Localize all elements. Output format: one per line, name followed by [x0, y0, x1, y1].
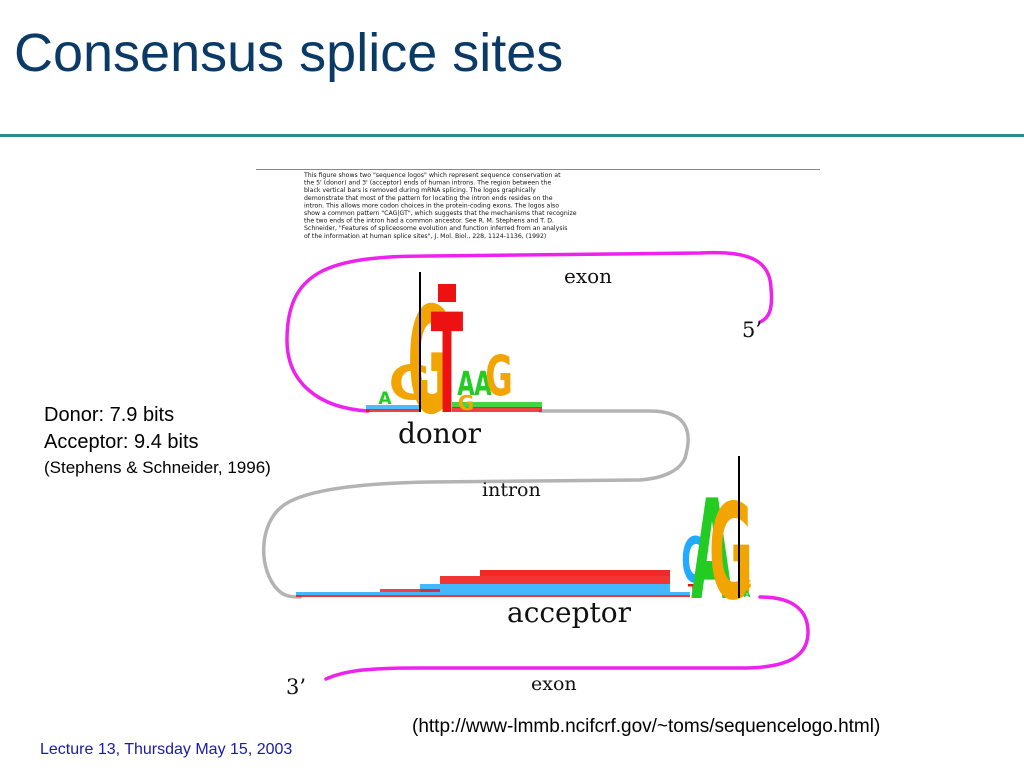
figure-caption: This figure shows two "sequence logos" w…: [303, 172, 577, 240]
logo-letter-g: G: [709, 475, 753, 629]
caption-line: intron. This allows more codon choices i…: [304, 202, 559, 209]
five-prime-label: 5’: [742, 318, 762, 342]
logo-letter-stack: [366, 405, 420, 410]
caption-line: demonstrate that most of the pattern for…: [304, 195, 553, 202]
source-url: (http://www-lmmb.ncifcrf.gov/~toms/seque…: [412, 716, 881, 737]
citation-text: (Stephens & Schneider, 1996): [44, 458, 271, 477]
three-prime-label: 3’: [286, 675, 306, 699]
donor-sequence-logo: A G G T A A G G: [366, 272, 542, 448]
logo-letter-stack: [420, 584, 670, 592]
logo-letter-a: A: [378, 389, 392, 409]
information-content-summary: Donor: 7.9 bits Acceptor: 9.4 bits (Step…: [44, 402, 271, 480]
slide-footer: Lecture 13, Thursday May 15, 2003: [40, 741, 293, 758]
caption-line: the 5' (donor) and 3' (acceptor) ends of…: [304, 180, 551, 187]
logo-letter-stack: [296, 592, 690, 595]
logo-letter-t: T: [431, 285, 463, 445]
donor-bits-text: Donor: 7.9 bits: [44, 404, 175, 426]
figure-labels: exon 5’ donor intron acceptor 3’ exon: [286, 264, 762, 699]
title-divider: [0, 134, 1024, 137]
donor-logo-baseline-letters: [366, 402, 542, 412]
logo-letter-g: G: [389, 356, 432, 411]
exon-strand-top: [285, 250, 774, 413]
acceptor-sequence-logo: T C A G G A: [296, 456, 753, 631]
caption-line: This figure shows two "sequence logos" w…: [303, 172, 561, 179]
logo-letter-t: T: [688, 581, 701, 602]
caption-line: show a common pattern "CAG|GT", which su…: [304, 210, 577, 217]
logo-letter-stack: [452, 407, 542, 412]
logo-letter-t-top: [438, 284, 456, 302]
logo-letter-stack: [452, 402, 542, 408]
logo-letter-stack: [366, 409, 420, 412]
logo-letter-a: A: [474, 365, 492, 404]
logo-letter-c: C: [681, 524, 705, 597]
caption-line: of the information at human splice sites…: [304, 233, 546, 240]
logo-letter-stack: [380, 589, 440, 592]
logo-letter-g: G: [485, 344, 513, 408]
logo-letter-stack: [440, 576, 670, 584]
logo-letter-g: G: [458, 391, 474, 415]
acceptor-bits-text: Acceptor: 9.4 bits: [44, 431, 199, 453]
logo-letter-a: A: [744, 590, 751, 600]
logo-letter-stack: [480, 570, 670, 576]
exon-strand-bottom: [324, 595, 810, 681]
logo-letter-a: A: [691, 470, 733, 631]
donor-label: donor: [398, 417, 482, 450]
caption-line: black vertical bars is removed during mR…: [304, 187, 536, 194]
logo-letter-g: G: [408, 276, 451, 448]
exon-label: exon: [564, 264, 612, 288]
exon-label: exon: [531, 673, 577, 695]
intron-label: intron: [482, 479, 541, 501]
acceptor-label: acceptor: [507, 596, 632, 629]
slide-title: Consensus splice sites: [14, 23, 564, 83]
caption-line: the two ends of the intron had a common …: [304, 218, 554, 225]
logo-letter-g: G: [742, 578, 751, 591]
logo-letter-stack: [296, 595, 690, 597]
logo-letter-a: A: [457, 365, 475, 404]
intron-strand: [261, 409, 690, 599]
acceptor-logo-baseline-letters: [296, 570, 690, 597]
caption-line: Schneider, "Features of spliceosome evol…: [304, 225, 567, 232]
